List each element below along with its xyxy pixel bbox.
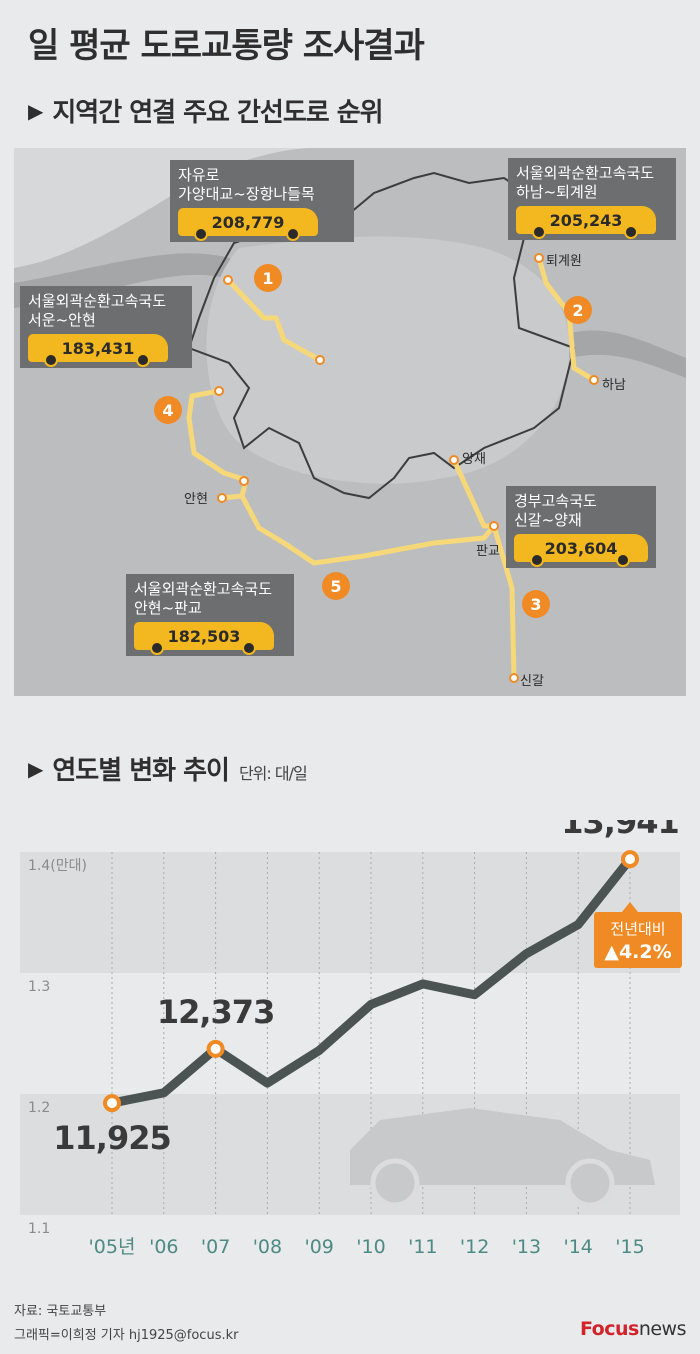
route-name: 자유로 — [178, 166, 220, 184]
annotation-value: ▲4.2% — [604, 941, 671, 963]
place-label: 신갈 — [520, 674, 544, 689]
place-label: 양재 — [462, 452, 486, 467]
data-label: 11,925 — [53, 1119, 170, 1157]
x-tick-label: '05년 — [89, 1236, 136, 1258]
route-volume: 183,431 — [61, 338, 135, 358]
series-line — [107, 854, 635, 1108]
section-heading-trend: ▶ 연도별 변화 추이 단위: 대/일 — [28, 750, 308, 787]
annotation-text: 전년대비 — [610, 920, 665, 938]
van-icon: 182,503 — [134, 622, 274, 655]
page-title: 일 평균 도로교통량 조사결과 — [28, 26, 425, 66]
rank-badge-1: 1 — [254, 264, 282, 292]
x-tick-label: '06 — [149, 1236, 178, 1258]
place-label: 퇴계원 — [546, 254, 582, 269]
x-tick-label: '15 — [615, 1236, 644, 1258]
section-heading-routes-label: 지역간 연결 주요 간선도로 순위 — [52, 98, 383, 128]
y-tick-label: 1.3 — [28, 979, 50, 995]
data-point-marker — [206, 1039, 225, 1058]
unit-label: 단위: 대/일 — [238, 764, 308, 783]
route-name: 서울외곽순환고속국도 — [516, 164, 655, 182]
van-icon: 203,604 — [514, 534, 648, 567]
place-label: 판교 — [476, 544, 500, 559]
source-note: 자료: 국토교통부 — [14, 1304, 107, 1319]
route-volume: 203,604 — [544, 538, 618, 558]
route-map: 자유로 가양대교~장항나들목 208,779 1 서울외곽순환고속국도 하남~퇴… — [14, 148, 686, 696]
rank-badge-2: 2 — [564, 296, 592, 324]
x-tick-label: '14 — [563, 1236, 592, 1258]
x-tick-label: '13 — [512, 1236, 541, 1258]
logo-brand: Focus — [579, 1318, 639, 1340]
annotation-pointer — [622, 902, 638, 912]
route-section: 하남~퇴계원 — [516, 183, 598, 201]
x-tick-label: '11 — [408, 1236, 437, 1258]
logo-suffix: news — [638, 1318, 687, 1340]
x-tick-label: '07 — [201, 1236, 230, 1258]
route-section: 가양대교~장항나들목 — [178, 185, 315, 203]
section-heading-routes: ▶ 지역간 연결 주요 간선도로 순위 — [28, 92, 384, 129]
triangle-icon: ▶ — [28, 99, 43, 123]
place-label: 안현 — [184, 492, 208, 507]
route-section: 서운~안현 — [28, 311, 96, 329]
route-volume: 205,243 — [549, 210, 623, 230]
van-icon: 183,431 — [28, 334, 168, 367]
route-callout-4: 서울외곽순환고속국도 서운~안현 183,431 — [20, 286, 192, 368]
x-tick-label: '10 — [356, 1236, 385, 1258]
x-tick-label: '09 — [304, 1236, 333, 1258]
annotation-box — [594, 912, 682, 968]
rank-badge-4: 4 — [154, 396, 182, 424]
route-callout-5: 서울외곽순환고속국도 안현~판교 182,503 — [126, 574, 294, 656]
y-tick-label: 1.1 — [28, 1221, 50, 1237]
triangle-icon: ▶ — [28, 757, 43, 781]
route-callout-1: 자유로 가양대교~장항나들목 208,779 — [170, 160, 354, 242]
traffic-trend-chart: 1.4(만대) 1.3 1.2 1.1 '05년 '06 '07 '08 '09 '10 '11 '… — [20, 820, 682, 1258]
car-silhouette-icon — [350, 1108, 655, 1208]
van-icon: 208,779 — [178, 208, 318, 241]
data-label: 13,941 — [561, 820, 678, 841]
route-section: 안현~판교 — [134, 599, 202, 617]
rank-badge-3: 3 — [522, 590, 550, 618]
data-point-marker — [103, 1094, 121, 1113]
chart-band — [20, 852, 680, 973]
y-tick-label: 1.2 — [28, 1100, 50, 1116]
route-name: 서울외곽순환고속국도 — [134, 580, 273, 598]
y-tick-label: 1.4(만대) — [28, 858, 87, 874]
x-tick-label: '12 — [460, 1236, 489, 1258]
route-callout-3: 경부고속국도 신갈~양재 203,604 — [506, 486, 656, 568]
credit-note: 그래픽=이희정 기자 hj1925@focus.kr — [14, 1328, 239, 1343]
x-tick-label: '08 — [253, 1236, 282, 1258]
data-point-marker — [621, 850, 639, 869]
focusnews-logo: Focusnews — [579, 1318, 687, 1340]
place-label: 하남 — [602, 378, 626, 393]
rank-badge-5: 5 — [322, 572, 350, 600]
route-section: 신갈~양재 — [514, 511, 582, 529]
route-volume: 208,779 — [211, 212, 285, 232]
route-name: 서울외곽순환고속국도 — [28, 292, 167, 310]
route-callout-2: 서울외곽순환고속국도 하남~퇴계원 205,243 — [508, 158, 676, 240]
van-icon: 205,243 — [516, 206, 656, 239]
data-label: 12,373 — [157, 993, 274, 1031]
route-volume: 182,503 — [167, 626, 241, 646]
route-name: 경부고속국도 — [514, 492, 597, 510]
section-heading-trend-label: 연도별 변화 추이 — [52, 756, 230, 786]
